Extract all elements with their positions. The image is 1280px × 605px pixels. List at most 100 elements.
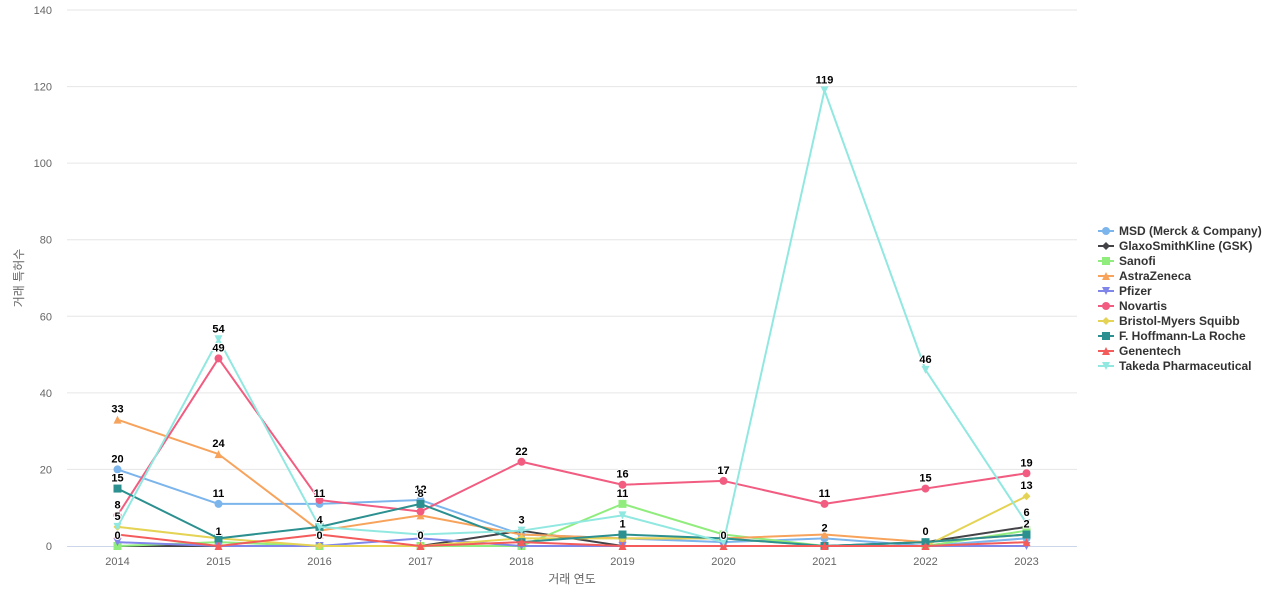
chart-legend: MSD (Merck & Company) GlaxoSmithKline (GS… (1098, 223, 1262, 373)
data-label: 6 (1023, 507, 1029, 519)
bristol-myers-squibb-point (315, 542, 324, 550)
novartis-point (416, 507, 425, 516)
legend-point (1102, 301, 1110, 310)
x-tick-label: 2018 (509, 556, 533, 568)
legend-marker-icon (1098, 256, 1114, 265)
legend-item-bristol-myers-squibb[interactable]: Bristol-Myers Squibb (1098, 313, 1262, 328)
novartis-point (315, 496, 324, 505)
legend-marker-icon (1098, 241, 1114, 250)
legend-label: Takeda Pharmaceutical (1119, 358, 1252, 373)
genentech-line (117, 533, 1027, 547)
data-label: 8 (417, 488, 423, 500)
data-label: 49 (212, 342, 224, 354)
data-label: 46 (919, 354, 931, 366)
legend-item-f-hoffmann-la-roche[interactable]: F. Hoffmann-La Roche (1098, 328, 1262, 343)
legend-point (1102, 346, 1110, 355)
legend-point (1102, 241, 1110, 250)
legend-label: Bristol-Myers Squibb (1119, 313, 1240, 328)
data-label: 3 (518, 515, 524, 527)
legend-marker-icon (1098, 226, 1114, 235)
legend-item-pfizer[interactable]: Pfizer (1098, 283, 1262, 298)
novartis-point (1022, 469, 1031, 478)
legend-point (1102, 256, 1110, 265)
legend-item-astrazeneca[interactable]: AstraZeneca (1098, 268, 1262, 283)
novartis-line (116, 357, 1027, 516)
legend-label: Novartis (1119, 298, 1168, 313)
legend-item-glaxosmithkline-gsk[interactable]: GlaxoSmithKline (GSK) (1098, 238, 1262, 253)
legend-marker-icon (1098, 361, 1114, 370)
data-label: 12 (414, 484, 426, 496)
legend-point (1102, 226, 1110, 235)
grid-lines (67, 9, 1077, 470)
y-tick-label: 60 (40, 311, 52, 323)
f-hoffmann-la-roche-point (113, 484, 122, 493)
y-tick-label: 40 (40, 388, 52, 400)
takeda-pharmaceutical-point (820, 86, 829, 95)
data-label: 2 (821, 522, 827, 534)
f-hoffmann-la-roche-line (117, 487, 1027, 547)
legend-item-novartis[interactable]: Novartis (1098, 298, 1262, 313)
legend-point (1102, 361, 1110, 370)
y-tick-label: 0 (46, 541, 52, 553)
data-label: 20 (111, 453, 123, 465)
legend-point (1102, 286, 1110, 295)
bristol-myers-squibb-point (1022, 492, 1031, 501)
novartis-point (921, 484, 930, 493)
takeda-pharmaceutical-line (116, 89, 1028, 544)
takeda-pharmaceutical-point (1022, 519, 1031, 528)
legend-label: Genentech (1119, 343, 1182, 358)
takeda-pharmaceutical-point (921, 365, 930, 374)
novartis-point (214, 354, 223, 363)
x-tick-label: 2022 (913, 556, 937, 568)
data-label: 15 (111, 473, 123, 485)
x-axis-title: 거래 연도 (548, 572, 596, 586)
legend-item-sanofi[interactable]: Sanofi (1098, 253, 1262, 268)
f-hoffmann-la-roche-point (1022, 530, 1031, 539)
legend-item-msd-merck-company[interactable]: MSD (Merck & Company) (1098, 223, 1262, 238)
x-tick-label: 2023 (1014, 556, 1038, 568)
legend-marker-icon (1098, 271, 1114, 280)
data-label: 24 (212, 438, 225, 450)
takeda-pharmaceutical-point (517, 526, 526, 535)
legend-item-takeda-pharmaceutical[interactable]: Takeda Pharmaceutical (1098, 358, 1262, 373)
series-takeda-pharmaceutical (113, 86, 1031, 547)
x-tick-label: 2020 (711, 556, 735, 568)
data-label: 4 (316, 515, 323, 527)
f-hoffmann-la-roche-point (618, 530, 627, 539)
data-label: 119 (816, 74, 834, 86)
data-label: 17 (717, 465, 729, 477)
takeda-pharmaceutical-point (719, 538, 728, 547)
data-label: 15 (919, 473, 931, 485)
astrazeneca-point (820, 530, 829, 539)
legend-label: GlaxoSmithKline (GSK) (1119, 238, 1253, 253)
genentech-point (1022, 538, 1031, 547)
legend-point (1102, 331, 1110, 340)
novartis-point (113, 511, 122, 520)
data-label: 11 (819, 488, 831, 500)
y-tick-label: 120 (34, 82, 52, 94)
data-label: 1 (215, 526, 221, 538)
legend-marker-icon (1098, 331, 1114, 340)
data-label: 54 (212, 323, 225, 335)
x-tick-label: 2016 (307, 556, 331, 568)
legend-marker-icon (1098, 301, 1114, 310)
legend-marker-icon (1098, 346, 1114, 355)
novartis-point (719, 476, 728, 485)
genentech-point (921, 542, 930, 550)
y-tick-label: 80 (40, 235, 52, 247)
data-label: 13 (1020, 480, 1032, 492)
data-label: 16 (616, 469, 628, 481)
genentech-point (113, 530, 122, 539)
takeda-pharmaceutical-point (214, 335, 223, 344)
data-label: 0 (922, 526, 928, 538)
data-label: 2 (1023, 519, 1029, 531)
data-label: 1 (619, 519, 625, 531)
legend-item-genentech[interactable]: Genentech (1098, 343, 1262, 358)
y-tick-label: 140 (34, 5, 52, 17)
series-astrazeneca (113, 415, 1031, 547)
data-label: 5 (114, 511, 120, 523)
x-tick-label: 2014 (105, 556, 129, 568)
msd-merck-company-point (113, 465, 122, 474)
takeda-pharmaceutical-point (113, 522, 122, 531)
